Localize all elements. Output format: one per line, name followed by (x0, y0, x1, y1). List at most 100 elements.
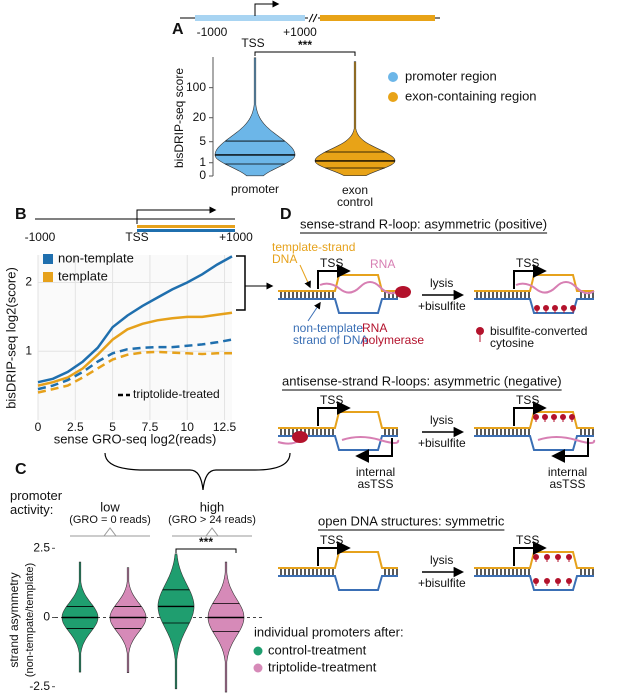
y-axis-label: (non-tempate/template) (24, 563, 36, 677)
converted-cytosine (566, 578, 572, 584)
group-bracket (70, 527, 150, 537)
y-tick-label: 1 (199, 155, 206, 169)
tss-label: TSS (516, 393, 539, 407)
converted-cytosine (566, 554, 572, 560)
legend-swatch (43, 272, 53, 282)
group-label: low (100, 499, 120, 514)
significance: *** (199, 535, 213, 549)
lysis-label: lysis (430, 276, 453, 290)
y-tick-label: 1 (25, 343, 32, 357)
converted-cytosine (544, 578, 550, 584)
converted-cytosine (534, 305, 540, 311)
y-axis-label: bisDRIP-seq score (172, 68, 186, 168)
gene-label: -1000 (25, 230, 56, 244)
legend-label: non-template (58, 250, 134, 265)
y-tick-label: 20 (193, 110, 207, 124)
converted-cytosine (544, 554, 550, 560)
converted-cytosine (560, 414, 566, 420)
converted-cytosine (570, 305, 576, 311)
group-label: high (200, 499, 225, 514)
significance: *** (298, 38, 312, 52)
x-tick-label: 10 (181, 420, 195, 434)
converted-cytosine (543, 305, 549, 311)
y-tick-label: 2 (25, 275, 32, 289)
legend-marker (253, 663, 263, 673)
violin (207, 561, 245, 693)
converted-cytosine (555, 578, 561, 584)
tss-label: TSS (320, 256, 343, 270)
violin (109, 567, 147, 673)
x-tick-label: exon control (336, 183, 374, 209)
template-strand-label: template-strand DNA (272, 240, 356, 266)
astss-arrow (355, 438, 393, 463)
legend-label: promoter region (405, 68, 497, 83)
gene-label: -1000 (197, 25, 228, 39)
gene-label: TSS (241, 36, 264, 50)
violin (214, 57, 296, 177)
tss-arrow (513, 401, 547, 426)
x-tick-label: promoter (231, 182, 279, 196)
panel-label: A (172, 21, 184, 38)
break (308, 13, 318, 23)
y-tick-label: -2.5 (29, 679, 50, 693)
series-line (37, 311, 233, 387)
nontemplate-strand-label: non-template strand of DNA (293, 321, 369, 347)
converted-cytosine (552, 305, 558, 311)
rna-polymerase (292, 431, 308, 443)
lysis-label: lysis (430, 413, 453, 427)
template-strand (278, 551, 398, 569)
group-title: promoter activity: (10, 488, 63, 517)
legend-title: individual promoters after: (254, 624, 404, 639)
panel-label: B (15, 206, 27, 223)
converted-cytosine (533, 554, 539, 560)
bisulfite-label: +bisulfite (418, 299, 466, 313)
violin (314, 61, 396, 176)
rna (341, 436, 400, 444)
converted-cytosine (561, 305, 567, 311)
promoter-box (195, 15, 305, 21)
rna-polymerase (395, 286, 411, 298)
group-sublabel: (GRO > 24 reads) (168, 514, 256, 526)
nontemplate-strand (278, 575, 398, 591)
legend-swatch (43, 254, 53, 264)
y-tick-label: 2.5 (33, 540, 50, 554)
rna (537, 436, 596, 444)
nontemplate-strand (278, 298, 398, 314)
legend-marker (388, 72, 398, 82)
converted-cytosine (555, 554, 561, 560)
x-tick-label: 12.5 (213, 420, 237, 434)
rna (319, 281, 399, 295)
rna (515, 281, 595, 295)
panel-label: D (280, 206, 292, 223)
y-tick-label: 5 (199, 134, 206, 148)
tss-arrow (317, 264, 351, 289)
astss-label: internal asTSS (547, 465, 588, 491)
gene-label: +1000 (283, 25, 317, 39)
group-bracket (172, 527, 252, 537)
curly-brace (104, 452, 291, 491)
section-title: antisense-strand R-loops: asymmetric (ne… (282, 373, 562, 388)
x-axis-label: sense GRO-seq log2(reads) (54, 431, 217, 446)
tss-arrow (317, 401, 351, 426)
series-line (37, 350, 232, 394)
series-line (37, 338, 233, 391)
tss-label: TSS (516, 256, 539, 270)
tss-arrow (317, 541, 351, 566)
gene-label: +1000 (219, 230, 253, 244)
nontemplate-strand (474, 435, 594, 451)
sig-bracket (254, 51, 356, 56)
section-title: sense-strand R-loop: asymmetric (positiv… (300, 216, 547, 231)
nontemplate-strand (474, 298, 594, 314)
violin (157, 553, 195, 690)
exon-box (320, 15, 435, 21)
legend-label: template (58, 268, 108, 283)
astss-arrow (551, 438, 589, 463)
panel-label: C (15, 461, 27, 478)
bisulfite-label: +bisulfite (418, 576, 466, 590)
astss-label: internal asTSS (355, 465, 396, 491)
nontemplate-strand (474, 575, 594, 591)
group-sublabel: (GRO = 0 reads) (69, 514, 151, 526)
converted-cytosine (533, 414, 539, 420)
tss-label: TSS (516, 533, 539, 547)
